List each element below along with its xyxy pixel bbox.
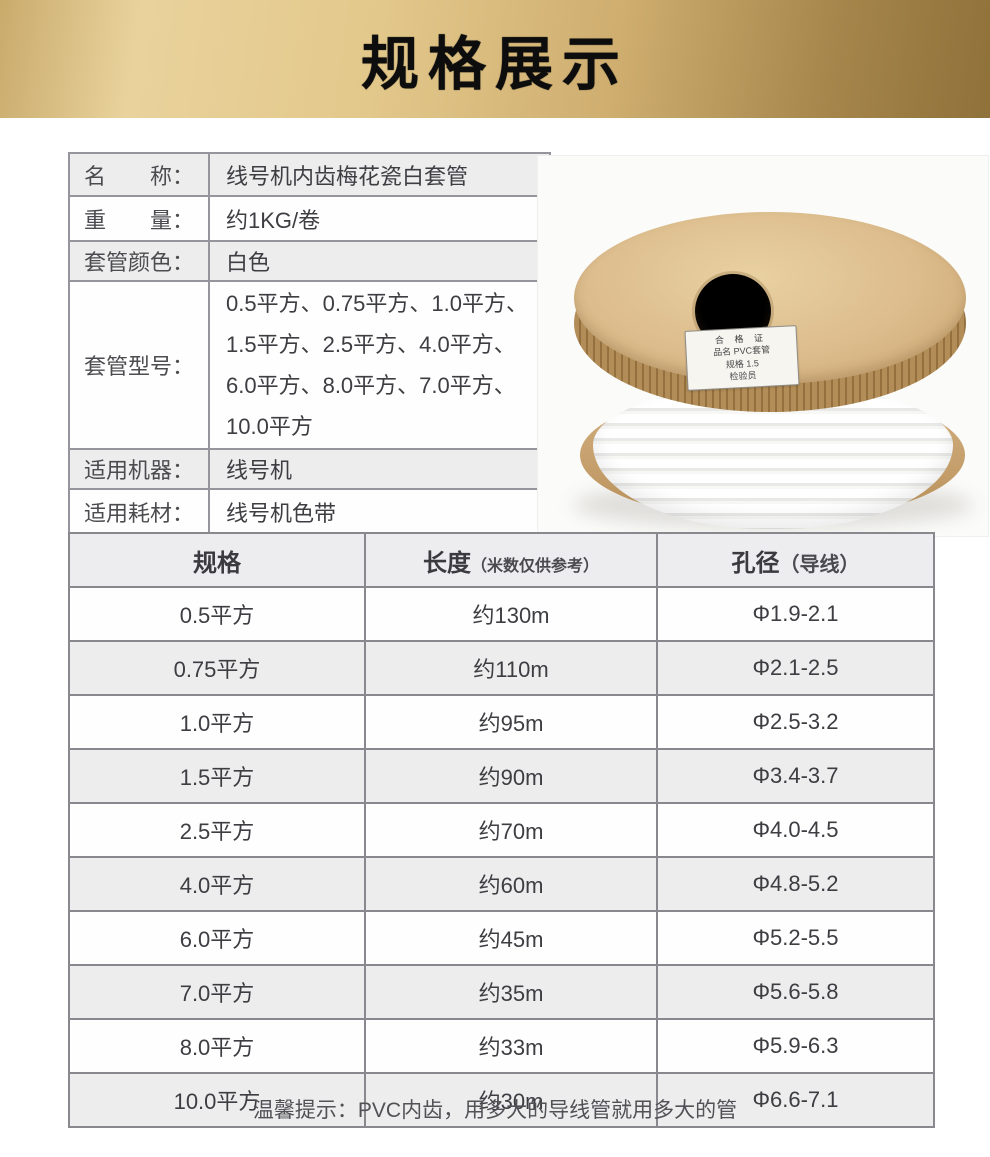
spec-label: 适用耗材：	[68, 488, 210, 535]
cell-diameter: Φ5.9-6.3	[656, 1018, 935, 1074]
spec-value: 线号机内齿梅花瓷白套管	[208, 152, 551, 197]
table-row: 套管颜色： 白色	[68, 240, 551, 282]
size-table: 规格 长度（米数仅供参考） 孔径（导线） 0.5平方 约130m Φ1.9-2.…	[68, 532, 935, 1128]
table-row: 7.0平方 约35m Φ5.6-5.8	[68, 964, 935, 1020]
cell-diameter: Φ5.6-5.8	[656, 964, 935, 1020]
cell-spec: 1.5平方	[68, 748, 366, 804]
spec-label: 套管颜色：	[68, 240, 210, 282]
cell-length: 约30m	[364, 1072, 658, 1128]
cell-diameter: Φ5.2-5.5	[656, 910, 935, 966]
table-row: 重 量： 约1KG/卷	[68, 195, 551, 242]
model-line: 10.0平方	[226, 414, 313, 439]
model-line: 0.5平方、0.75平方、1.0平方、	[226, 291, 528, 316]
spec-label: 套管型号：	[68, 280, 210, 450]
table-row: 0.75平方 约110m Φ2.1-2.5	[68, 640, 935, 696]
cell-diameter: Φ2.5-3.2	[656, 694, 935, 750]
table-row: 1.0平方 约95m Φ2.5-3.2	[68, 694, 935, 750]
table-row: 10.0平方 约30m Φ6.6-7.1	[68, 1072, 935, 1128]
cell-spec: 1.0平方	[68, 694, 366, 750]
cell-diameter: Φ4.0-4.5	[656, 802, 935, 858]
spec-value: 约1KG/卷	[208, 195, 551, 242]
spec-value: 白色	[208, 240, 551, 282]
warm-tip-text: 温馨提示：PVC内齿，用多大的导线管就用多大的管	[252, 1099, 738, 1122]
certificate-line: 规格 1.5	[725, 357, 760, 370]
spec-label: 重 量：	[68, 195, 210, 242]
cell-spec: 8.0平方	[68, 1018, 366, 1074]
cell-diameter: Φ1.9-2.1	[656, 586, 935, 642]
page-title: 规格展示	[360, 32, 629, 97]
banner: 规格展示	[0, 0, 990, 118]
cell-spec: 2.5平方	[68, 802, 366, 858]
header-length: 长度（米数仅供参考）	[364, 532, 658, 588]
product-photo: 合 格 证 品名 PVC套管 规格 1.5 检验员	[537, 155, 989, 537]
cell-length: 约95m	[364, 694, 658, 750]
table-row: 4.0平方 约60m Φ4.8-5.2	[68, 856, 935, 912]
header-diameter: 孔径（导线）	[656, 532, 935, 588]
table-row: 1.5平方 约90m Φ3.4-3.7	[68, 748, 935, 804]
cell-length: 约130m	[364, 586, 658, 642]
cell-spec: 0.5平方	[68, 586, 366, 642]
table-row: 名 称： 线号机内齿梅花瓷白套管	[68, 152, 551, 197]
table-row: 适用耗材： 线号机色带	[68, 488, 551, 535]
table-row: 0.5平方 约130m Φ1.9-2.1	[68, 586, 935, 642]
certificate-line: 品名 PVC套管	[712, 344, 771, 358]
table-row: 2.5平方 约70m Φ4.0-4.5	[68, 802, 935, 858]
spec-value: 线号机色带	[208, 488, 551, 535]
cell-length: 约110m	[364, 640, 658, 696]
cell-diameter: Φ3.4-3.7	[656, 748, 935, 804]
cell-spec: 0.75平方	[68, 640, 366, 696]
spec-value-models: 0.5平方、0.75平方、1.0平方、 1.5平方、2.5平方、4.0平方、 6…	[208, 280, 551, 450]
header-spec: 规格	[68, 532, 366, 588]
product-spec-table: 名 称： 线号机内齿梅花瓷白套管 重 量： 约1KG/卷 套管颜色： 白色 套管…	[68, 152, 551, 535]
certificate-label: 合 格 证 品名 PVC套管 规格 1.5 检验员	[684, 325, 800, 391]
cell-length: 约45m	[364, 910, 658, 966]
table-header-row: 规格 长度（米数仅供参考） 孔径（导线）	[68, 532, 935, 588]
cell-length: 约90m	[364, 748, 658, 804]
cell-length: 约70m	[364, 802, 658, 858]
spec-label: 名 称：	[68, 152, 210, 197]
spec-value: 线号机	[208, 448, 551, 490]
cell-length: 约60m	[364, 856, 658, 912]
cell-diameter: Φ2.1-2.5	[656, 640, 935, 696]
cell-spec: 10.0平方	[68, 1072, 366, 1128]
table-row: 8.0平方 约33m Φ5.9-6.3	[68, 1018, 935, 1074]
table-row: 适用机器： 线号机	[68, 448, 551, 490]
cell-spec: 6.0平方	[68, 910, 366, 966]
certificate-line: 检验员	[729, 370, 757, 382]
cell-diameter: Φ6.6-7.1	[656, 1072, 935, 1128]
model-line: 1.5平方、2.5平方、4.0平方、	[226, 332, 516, 357]
cell-diameter: Φ4.8-5.2	[656, 856, 935, 912]
cell-spec: 4.0平方	[68, 856, 366, 912]
table-row: 6.0平方 约45m Φ5.2-5.5	[68, 910, 935, 966]
cell-length: 约33m	[364, 1018, 658, 1074]
spec-label: 适用机器：	[68, 448, 210, 490]
cell-spec: 7.0平方	[68, 964, 366, 1020]
model-line: 6.0平方、8.0平方、7.0平方、	[226, 373, 516, 398]
table-row: 套管型号： 0.5平方、0.75平方、1.0平方、 1.5平方、2.5平方、4.…	[68, 280, 551, 450]
cell-length: 约35m	[364, 964, 658, 1020]
